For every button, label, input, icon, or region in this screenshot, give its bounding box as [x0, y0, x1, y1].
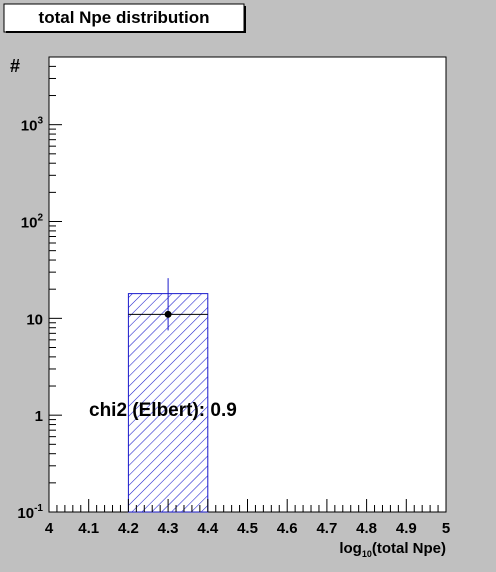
y-tick-label: 10-1	[17, 503, 43, 522]
data-point	[128, 278, 208, 331]
chart-title: total Npe distribution	[39, 8, 210, 27]
x-tick-label: 4.3	[158, 520, 179, 537]
y-tick-label: 103	[21, 116, 44, 135]
x-tick-label: 4.2	[118, 520, 139, 537]
x-tick-label: 5	[442, 520, 450, 537]
x-tick-label: 4.8	[356, 520, 377, 537]
y-tick-label: 102	[21, 213, 44, 232]
x-tick-label: 4.6	[277, 520, 298, 537]
x-tick-label: 4	[45, 520, 54, 537]
plot-frame	[48, 56, 447, 513]
title-box: total Npe distribution	[3, 3, 246, 33]
x-tick-label: 4.4	[197, 520, 219, 537]
x-tick-label: 4.1	[78, 520, 99, 537]
x-tick-label: 4.5	[237, 520, 258, 537]
x-axis-label: log10(total Npe)	[339, 540, 446, 559]
y-axis-label: #	[10, 56, 20, 76]
point-marker	[164, 310, 172, 318]
x-tick-label: 4.9	[396, 520, 417, 537]
x-axis: 4 4.1 4.2 4.3 4.4 4.5 4.6 4.7 4.8 4.9 5	[45, 499, 450, 537]
y-tick-label: 10	[26, 311, 43, 328]
points-layer	[128, 278, 208, 331]
x-tick-label: 4.7	[316, 520, 337, 537]
y-tick-label: 1	[35, 408, 43, 425]
chi2-annotation: chi2 (Elbert): 0.9	[89, 400, 237, 421]
y-axis: 10-1 1 10 102 103	[17, 56, 62, 522]
